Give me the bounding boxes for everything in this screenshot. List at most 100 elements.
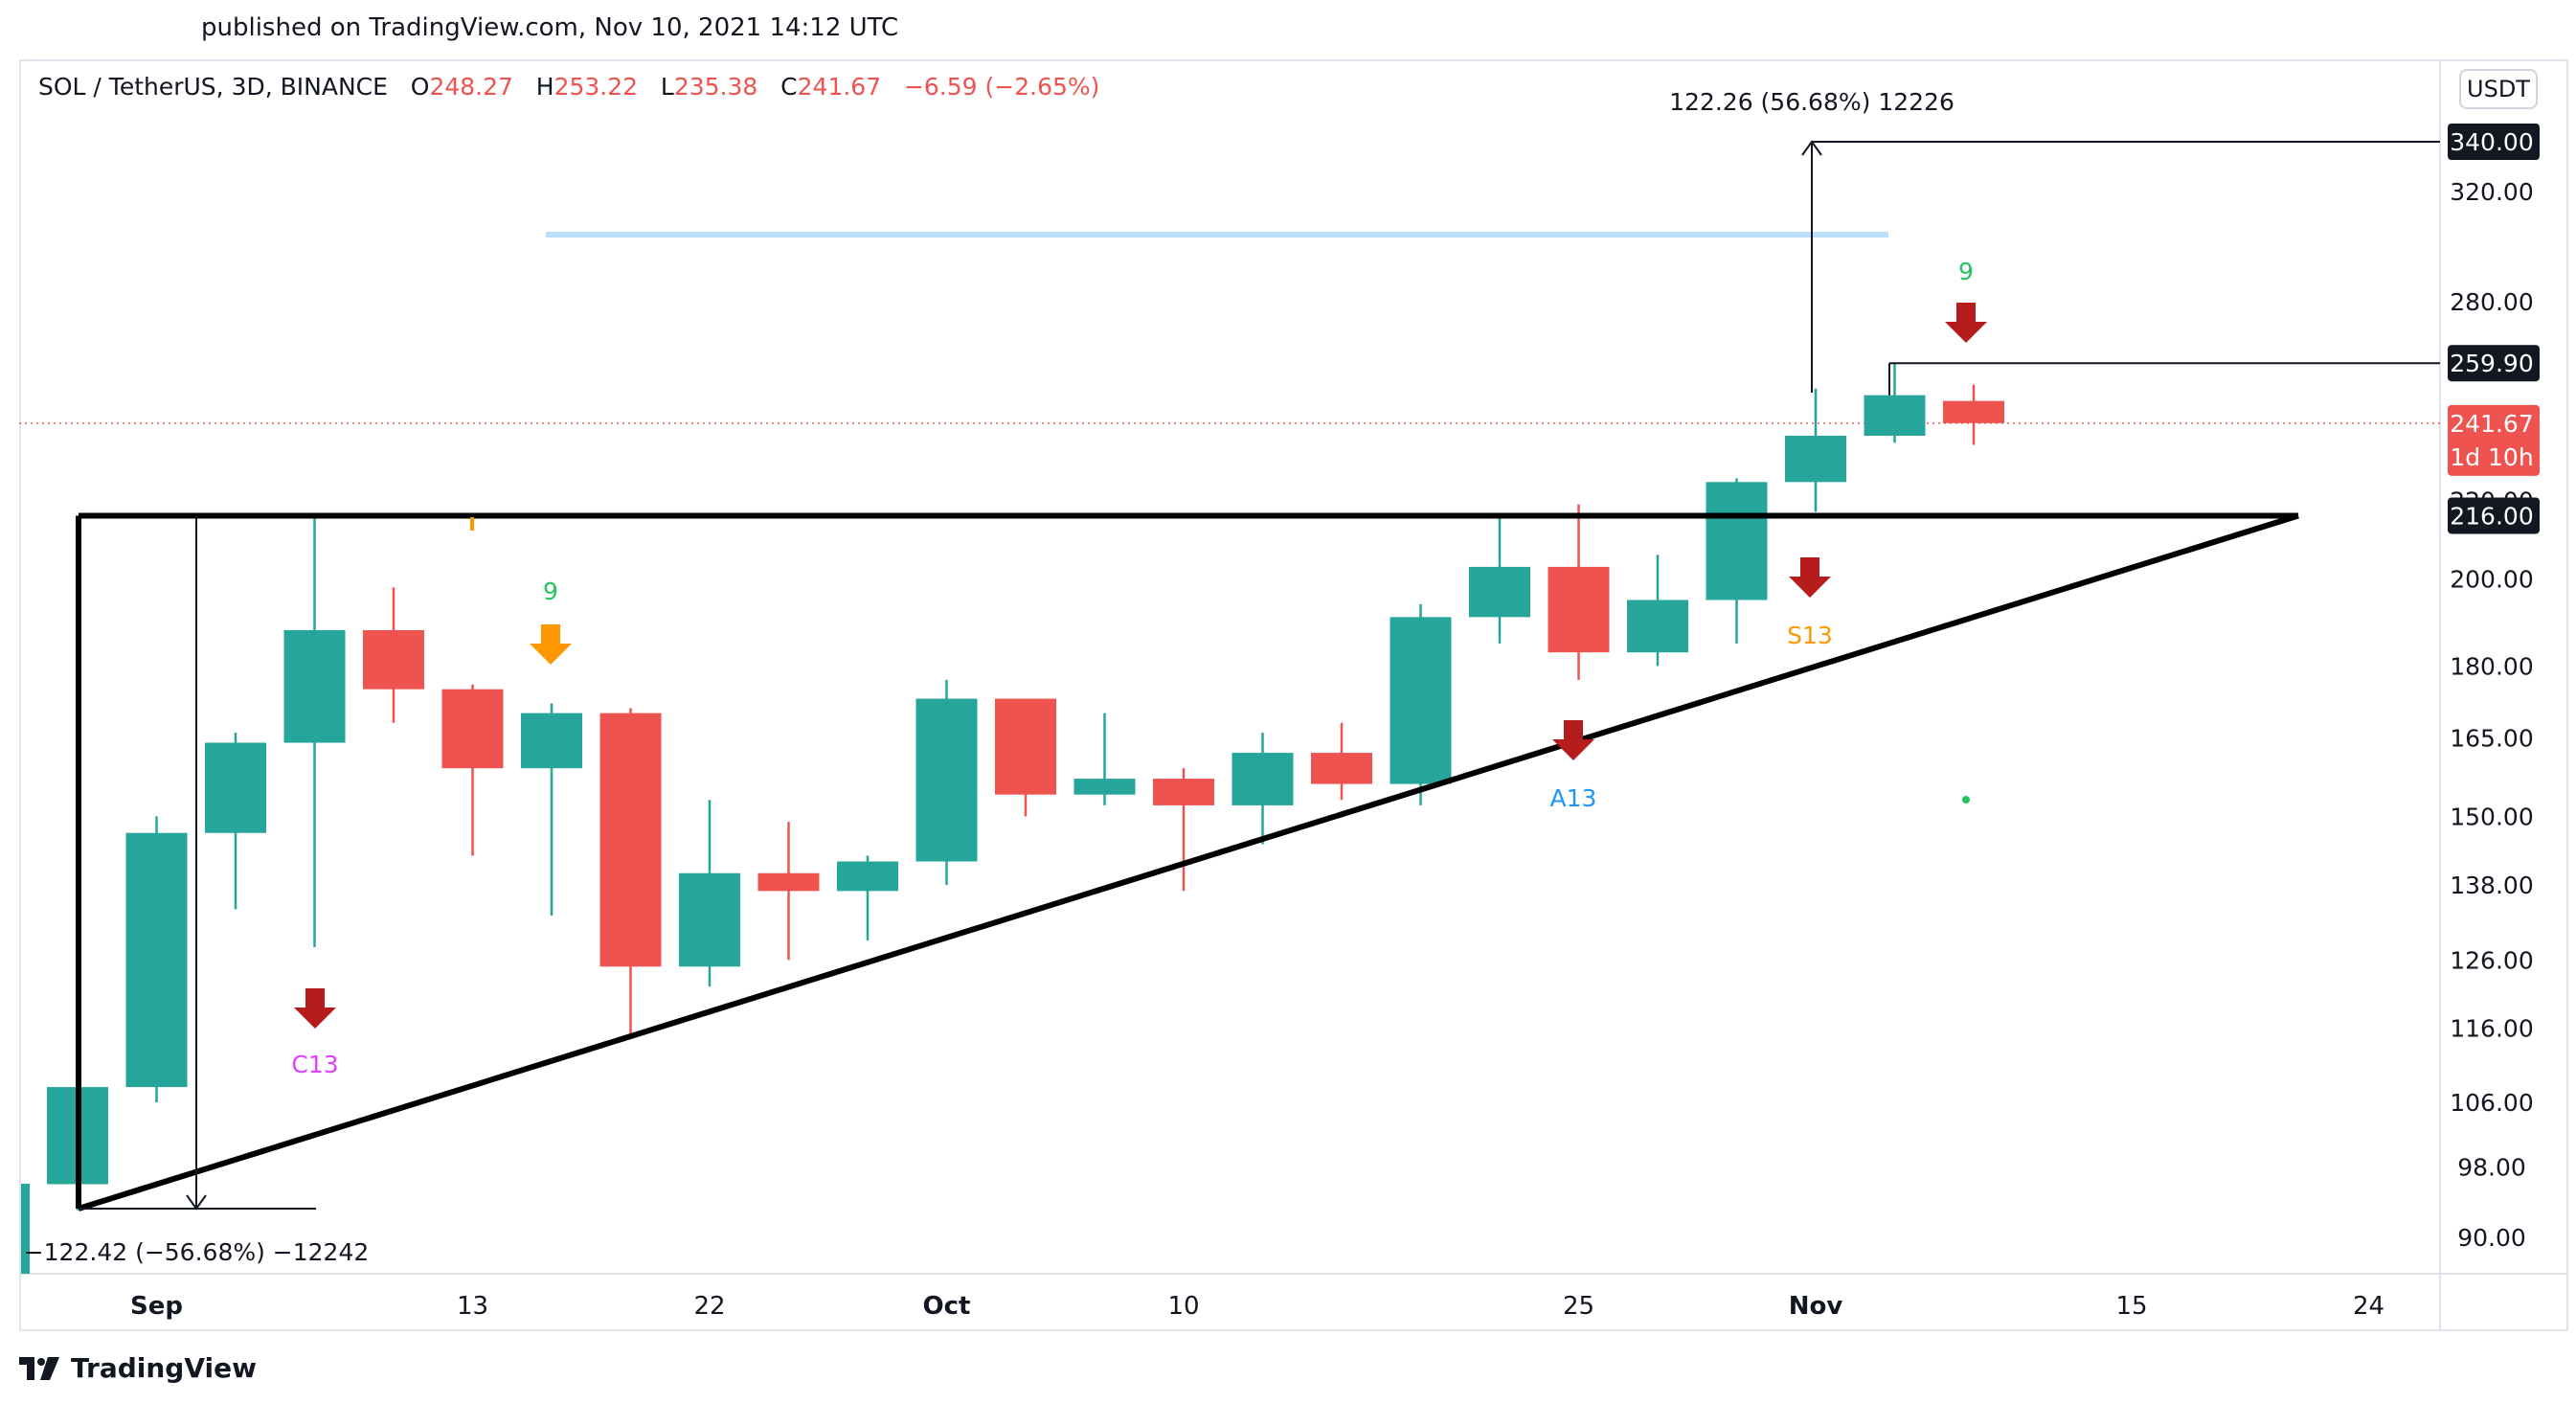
orange-tick-mark [470,517,474,531]
price-tick-label: 98.00 [2457,1154,2526,1182]
chart-frame [19,59,2568,1331]
support-tag-bg [2448,497,2540,534]
legend-symbol[interactable]: SOL / TetherUS, 3D, BINANCE [38,73,388,101]
measure-down-arrowhead [186,1194,207,1211]
candle-body [1943,400,2004,423]
candle-body [1469,566,1530,618]
price-tick-label: 90.00 [2457,1224,2526,1252]
nine-label-b: 9 [1958,258,1974,285]
target-tag-bg [2448,124,2540,160]
legend-low: 235.38 [673,73,758,101]
measure-up-arrowhead [1801,140,1822,156]
legend-open-label: O [410,73,430,101]
tradingview-logo-icon [19,1356,59,1380]
price-tick-label: 138.00 [2450,872,2533,899]
candle [1390,603,1452,805]
price-tick-label: 200.00 [2450,566,2533,594]
candle [1469,515,1530,644]
candle-body [995,698,1056,795]
nine-down-arrow-icon [530,624,572,665]
currency-unit-button[interactable]: USDT [2459,69,2538,109]
candle-body [599,713,662,967]
a13-down-arrow-icon [1552,720,1594,760]
candle-body [125,832,188,1088]
measure-up-label: 122.26 (56.68%) 12226 [1669,88,1955,116]
candle [995,698,1056,817]
candle-body [1627,600,1688,653]
candle [363,587,424,723]
candle-body [1073,779,1136,795]
c13-down-arrow-icon [294,988,336,1029]
price-tick-label: 126.00 [2450,946,2533,974]
candle [441,684,504,856]
candle-body [1232,753,1294,805]
candle-body [837,861,898,892]
candle-body [1153,779,1214,805]
published-caption: published on TradingView.com, Nov 10, 20… [201,13,899,42]
target-tag-label: 340.00 [2450,128,2533,156]
time-tick-label: Nov [1789,1292,1843,1321]
candle [679,800,740,987]
legend-change: −6.59 (−2.65%) [903,73,1100,101]
candle-body [1785,435,1846,483]
measure-down-label: −122.42 (−56.68%) −12242 [24,1238,370,1266]
candle [521,703,582,916]
candle [915,679,978,886]
time-tick-label: 22 [693,1292,725,1321]
candle [1943,384,2004,445]
candle-body [363,629,424,690]
time-tick-label: 15 [2115,1292,2147,1321]
legend-close-label: C [780,73,798,101]
time-tick-label: 25 [1563,1292,1594,1321]
price-tick-label: 320.00 [2450,178,2533,206]
candle-body [915,698,978,862]
high-tag-bg [2448,345,2540,382]
tradingview-brand[interactable]: TradingView [19,1352,257,1384]
candle-body [1311,753,1372,784]
candle [1232,733,1294,845]
last-price-tag-bg [2448,404,2540,476]
candle-body [1706,482,1768,600]
a13-label: A13 [1550,784,1597,812]
candle-body [521,713,582,769]
green-dot [1962,796,1970,804]
candle [1153,768,1214,892]
legend-high: 253.22 [554,73,639,101]
support-tag-label: 216.00 [2450,502,2533,530]
candle-body [441,689,504,769]
volume-bar [21,1184,30,1274]
high-tag-label: 259.90 [2450,350,2533,377]
s13-label: S13 [1787,622,1833,649]
time-tick-label: 24 [2353,1292,2384,1321]
legend-open: 248.27 [429,73,513,101]
candle-body [1864,395,1926,436]
last-price-tag-countdown: 1d 10h [2450,443,2533,471]
s13-down-arrow-icon [1789,557,1831,598]
candle-body [1548,566,1610,653]
candle [1706,478,1768,644]
price-tick-label: 180.00 [2450,652,2533,680]
legend-high-label: H [535,73,554,101]
candle-body [205,742,266,833]
candle [599,708,662,1036]
candle [1864,362,1926,443]
candle-body [283,629,346,743]
candle [283,515,346,947]
brand-name: TradingView [71,1352,257,1384]
candle [1073,713,1136,805]
candle [1311,722,1372,801]
time-tick-label: Sep [130,1292,183,1321]
symbol-legend: SOL / TetherUS, 3D, BINANCE O248.27 H253… [38,73,1099,101]
candle [1627,555,1688,667]
nine-label-a: 9 [543,577,558,605]
candle-body [1390,617,1452,784]
candle [837,855,898,941]
candle [1785,388,1846,512]
price-tick-label: 116.00 [2450,1015,2533,1043]
price-tick-label: 280.00 [2450,288,2533,316]
time-tick-label: 13 [457,1292,488,1321]
candle [757,822,820,961]
time-tick-label: Oct [923,1292,971,1321]
c13-label: C13 [291,1051,338,1078]
